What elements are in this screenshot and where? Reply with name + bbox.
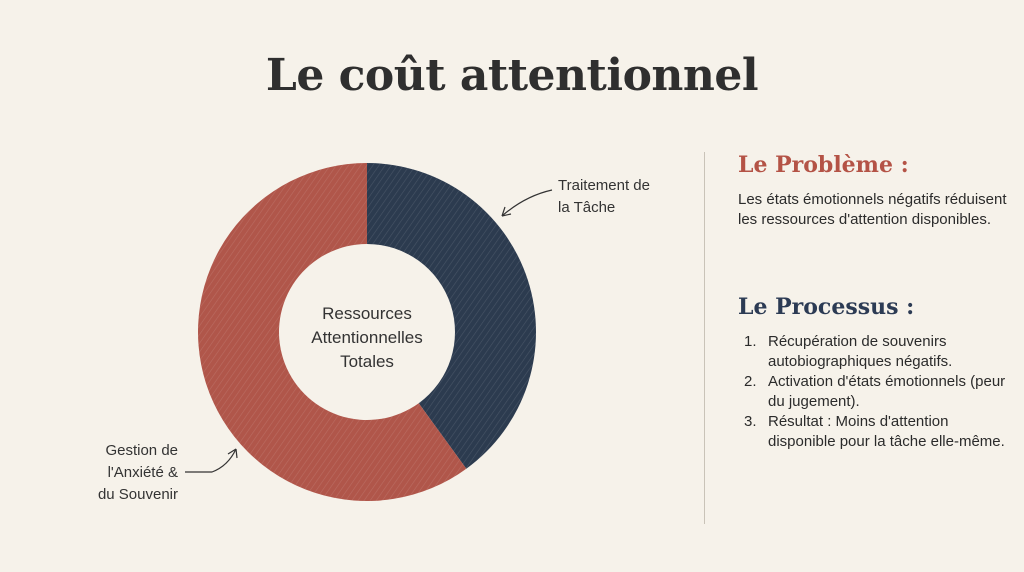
step-item: 2. Activation d'états émotionnels (peur … <box>738 372 1008 412</box>
donut-slice-texture <box>197 163 467 502</box>
step-text: Résultat : Moins d'attention disponible … <box>768 413 1005 450</box>
center-line-2: Attentionnelles <box>311 328 423 347</box>
step-number: 1. <box>744 333 757 350</box>
step-number: 2. <box>744 373 757 390</box>
step-item: 1. Récupération de souvenirs autobiograp… <box>738 332 1008 372</box>
probleme-heading: Le Problème : <box>738 152 909 178</box>
donut-slice-texture <box>367 163 536 469</box>
step-text: Activation d'états émotionnels (peur du … <box>768 373 1006 410</box>
arrow-anx <box>185 448 237 473</box>
anx-label-line-2: l'Anxiété & <box>107 464 178 481</box>
probleme-text: Les états émotionnels négatifs réduisent… <box>738 191 1007 228</box>
anx-label-line-1: Gestion de <box>105 442 178 459</box>
slice-label-anxiete: Gestion de l'Anxiété & du Souvenir <box>60 440 178 506</box>
arrow-tache-head <box>501 206 512 217</box>
donut-center-label: Ressources Attentionnelles Totales <box>287 302 447 374</box>
step-text: Récupération de souvenirs autobiographiq… <box>768 333 953 370</box>
slice-label-tache: Traitement de la Tâche <box>558 175 688 219</box>
processus-heading: Le Processus : <box>738 294 915 320</box>
tache-label-line-2: la Tâche <box>558 199 616 216</box>
vertical-divider <box>704 152 705 524</box>
processus-section: Le Processus : 1. Récupération de souven… <box>738 294 1008 452</box>
step-item: 3. Résultat : Moins d'attention disponib… <box>738 412 1008 452</box>
center-line-3: Totales <box>340 352 394 371</box>
anx-label-line-3: du Souvenir <box>97 486 178 503</box>
arrow-anx-head <box>227 448 238 459</box>
donut-slices <box>197 163 536 502</box>
processus-steps: 1. Récupération de souvenirs autobiograp… <box>738 332 1008 452</box>
arrow-tache <box>501 189 553 217</box>
page-title: Le coût attentionnel <box>265 50 759 101</box>
callout-arrows <box>185 189 553 473</box>
probleme-section: Le Problème : Les états émotionnels néga… <box>738 152 1008 230</box>
tache-label-line-1: Traitement de <box>558 177 650 194</box>
center-line-1: Ressources <box>322 304 412 323</box>
step-number: 3. <box>744 413 757 430</box>
